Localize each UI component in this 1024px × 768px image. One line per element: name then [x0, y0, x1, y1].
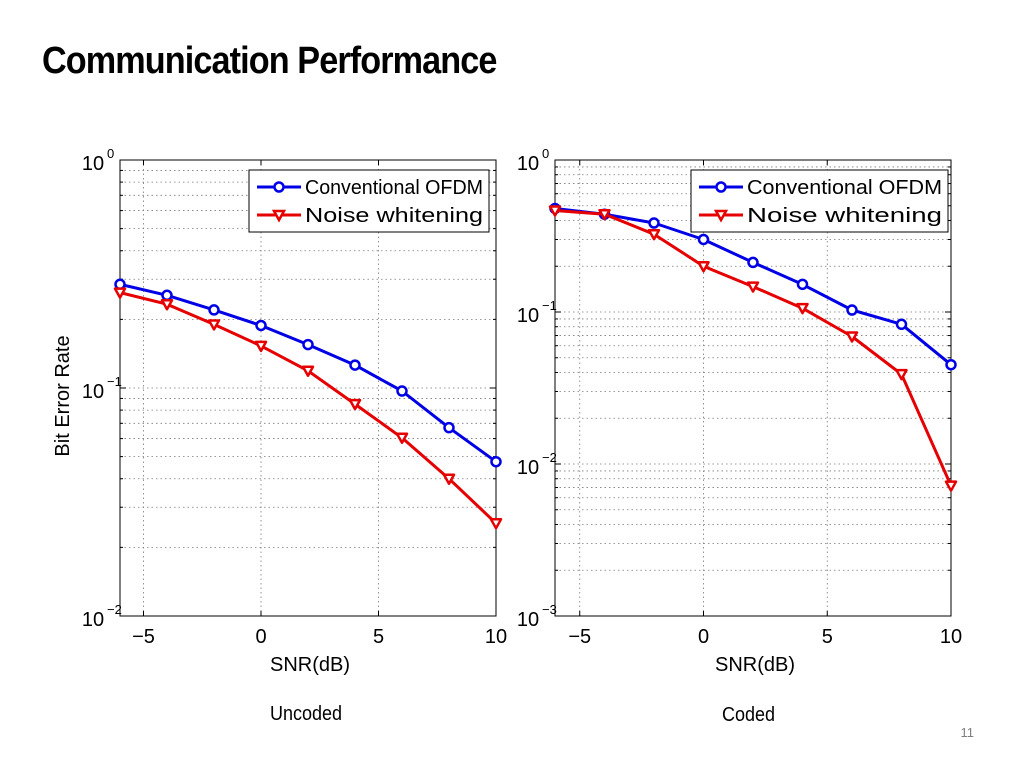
legend: Conventional OFDM Noise whitening [248, 169, 490, 233]
data-point [845, 331, 859, 343]
y-tick-base: 10 [82, 153, 104, 175]
y-tick-exponent: −1 [542, 298, 557, 313]
data-point [396, 385, 408, 397]
y-tick-base: 10 [82, 609, 104, 631]
y-tick-base: 10 [517, 609, 539, 631]
chart-caption-uncoded: Uncoded [270, 703, 343, 725]
data-point [648, 217, 660, 229]
data-point [160, 298, 174, 311]
legend-label: Noise whitening [305, 205, 483, 227]
data-point [348, 398, 362, 411]
x-tick-label: 10 [940, 626, 962, 648]
slide-title: Communication Performance [42, 40, 497, 82]
legend-marker [715, 181, 727, 193]
y-tick-exponent: 0 [107, 146, 114, 161]
data-point [895, 368, 908, 381]
data-point [301, 365, 315, 378]
y-tick-exponent: −2 [542, 450, 557, 465]
y-tick-base: 10 [517, 153, 539, 175]
data-point [490, 455, 502, 468]
data-point [796, 278, 809, 291]
data-point [944, 480, 958, 492]
x-tick-label: 0 [255, 626, 266, 648]
y-tick-label: 10 −2 [517, 450, 557, 479]
data-point [302, 338, 314, 351]
data-point [255, 319, 267, 332]
tick-marks [555, 160, 952, 617]
data-point [489, 518, 503, 530]
y-tick-exponent: 0 [542, 146, 549, 161]
x-tick-label: 5 [822, 626, 833, 648]
series-conventional-ofdm [549, 202, 957, 371]
x-tick-label: 5 [373, 626, 384, 648]
slide-number: 11 [960, 725, 975, 740]
legend-marker [273, 181, 285, 193]
data-point [746, 281, 760, 293]
y-tick-base: 10 [517, 305, 539, 327]
legend-item: Conventional OFDM [257, 177, 483, 199]
legend: Conventional OFDM Noise whitening [690, 169, 949, 233]
data-point [895, 318, 908, 331]
data-point [945, 358, 957, 371]
data-point [208, 304, 220, 316]
x-tick-label: −5 [568, 626, 591, 648]
plot-area [555, 160, 951, 616]
y-tick-label: 10 0 [517, 146, 549, 175]
y-tick-exponent: −1 [107, 374, 122, 389]
legend-box [248, 169, 490, 233]
legend-box [690, 169, 949, 233]
plot-area [120, 160, 496, 616]
series-noise-whitening [113, 287, 503, 530]
y-tick-label: 10 −2 [82, 602, 122, 631]
legend-marker [271, 209, 287, 223]
data-point [443, 421, 455, 434]
legend-label: Noise whitening [747, 205, 942, 227]
data-point [395, 432, 409, 445]
data-point [442, 473, 456, 485]
data-point [796, 302, 809, 315]
data-point [647, 228, 661, 241]
data-point [846, 304, 858, 316]
data-point [697, 260, 710, 273]
x-axis-label: SNR(dB) [715, 654, 795, 676]
data-point [207, 319, 221, 331]
y-tick-label: 10 −1 [517, 298, 557, 327]
x-axis-label: SNR(dB) [270, 654, 350, 676]
data-point [349, 359, 361, 371]
y-tick-base: 10 [82, 381, 104, 403]
y-tick-label: 10 −1 [82, 374, 122, 403]
x-tick-label: 0 [698, 626, 709, 648]
chart-caption-coded: Coded [721, 704, 775, 726]
legend-item: Noise whitening [257, 205, 483, 227]
axes-frame [554, 159, 952, 617]
legend-label: Conventional OFDM [305, 177, 483, 199]
y-tick-label: 10 0 [82, 146, 114, 175]
legend-label: Conventional OFDM [747, 177, 942, 199]
x-tick-label: −5 [132, 626, 155, 648]
data-point [161, 289, 173, 302]
series-conventional-ofdm [114, 278, 502, 468]
legend-marker [713, 209, 729, 223]
y-tick-base: 10 [517, 457, 539, 479]
x-tick-label: 10 [485, 626, 507, 648]
data-point [697, 233, 710, 246]
legend-item: Conventional OFDM [699, 177, 942, 199]
data-point [747, 256, 759, 269]
data-point [548, 205, 562, 217]
legend-item: Noise whitening [699, 205, 942, 227]
y-axis-label: Bit Error Rate [52, 335, 74, 456]
y-tick-label: 10 −3 [517, 602, 557, 631]
series-noise-whitening [548, 205, 958, 492]
data-point [113, 287, 127, 299]
data-point [254, 340, 268, 353]
data-point [598, 208, 611, 221]
y-tick-exponent: −3 [542, 602, 557, 617]
y-tick-exponent: −2 [107, 602, 122, 617]
